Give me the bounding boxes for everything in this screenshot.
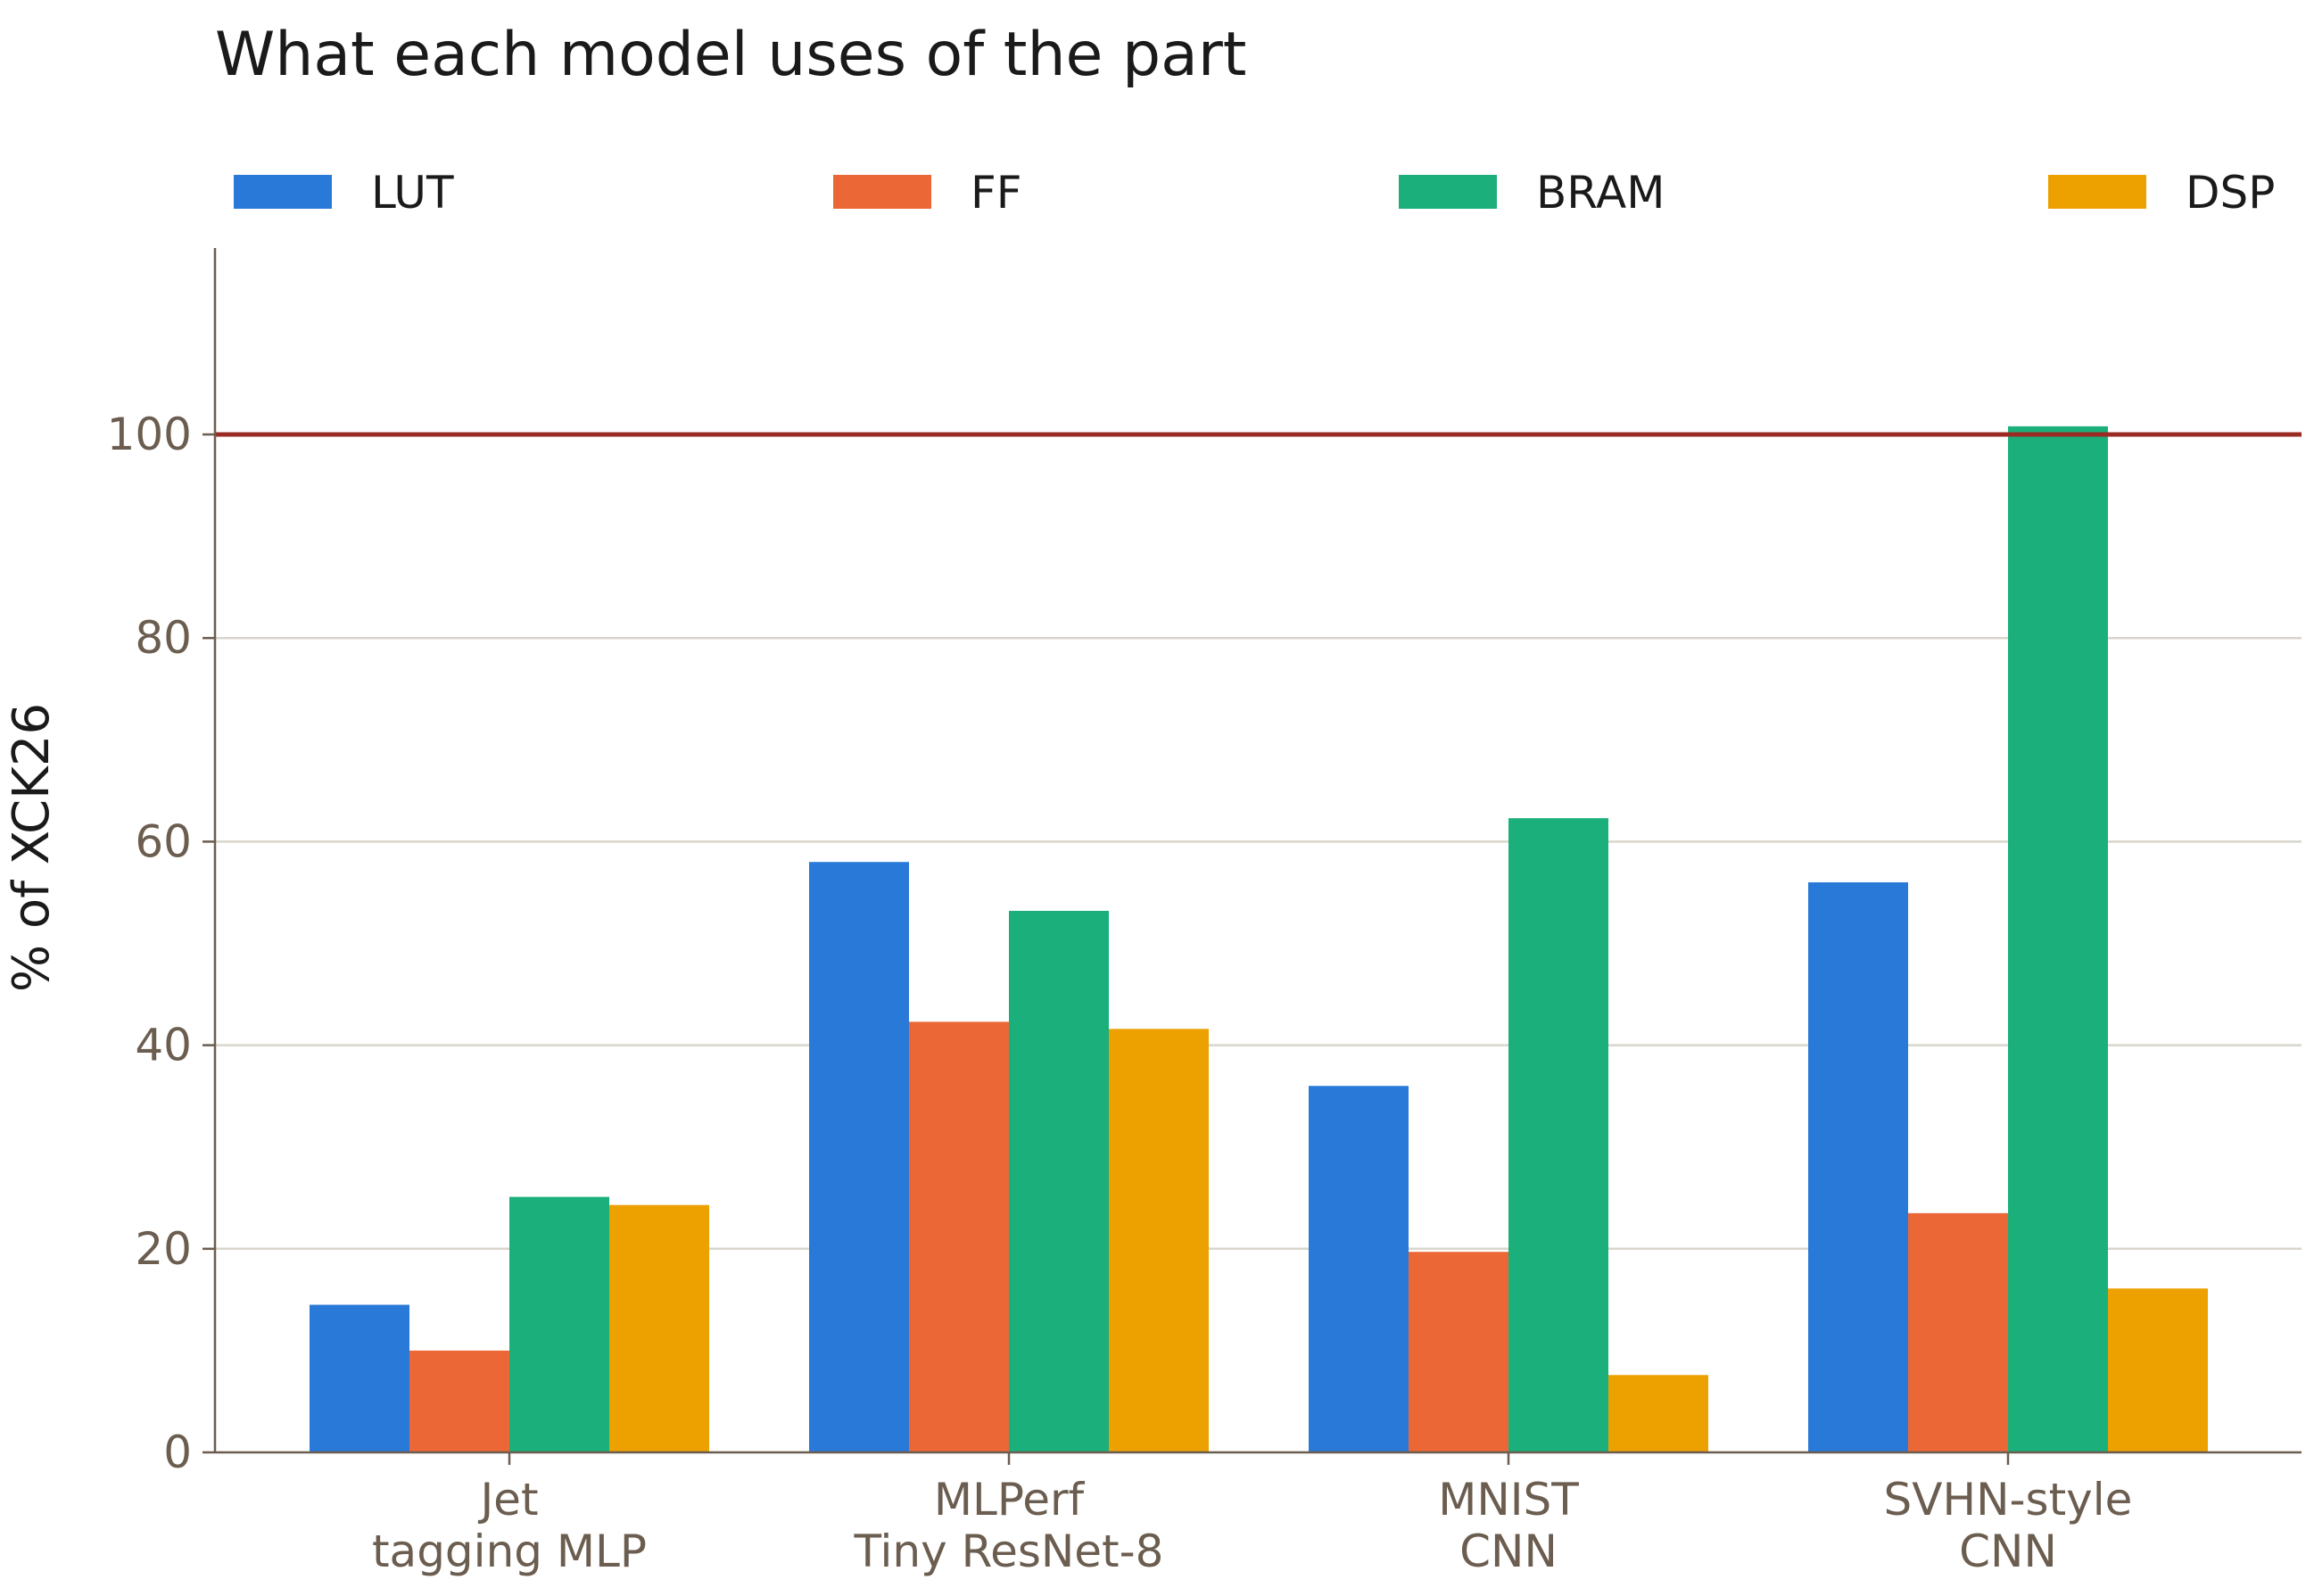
x-tick-labels: Jet tagging MLP MLPerf Tiny ResNet-8 MNIST CN… [372, 1474, 2132, 1577]
bar-ff [1908, 1212, 2008, 1452]
legend-label-ff: FF [971, 167, 1022, 219]
y-tick-label: 40 [135, 1020, 192, 1071]
y-tick-labels: 0 20 40 60 80 100 [107, 409, 192, 1478]
bars [310, 426, 2208, 1452]
bar-ff [1409, 1252, 1508, 1452]
chart-title: What each model uses of the part [215, 20, 1246, 90]
legend: LUT FF BRAM DSP [234, 167, 2275, 219]
bar-dsp [1109, 1029, 1209, 1452]
gridlines [215, 433, 2302, 1251]
bar-dsp [609, 1204, 709, 1452]
bar-bram [509, 1196, 609, 1452]
bar-ff [909, 1021, 1009, 1452]
y-tick-label: 0 [163, 1426, 192, 1478]
x-tick-label: MLPerf Tiny ResNet-8 [854, 1474, 1164, 1577]
y-tick-label: 20 [135, 1223, 192, 1275]
y-axis-label: % of XCK26 [3, 703, 61, 992]
legend-swatch-bram [1399, 175, 1497, 209]
y-tick-label: 60 [135, 815, 192, 867]
bar-dsp [1608, 1375, 1708, 1452]
bar-bram [1009, 910, 1109, 1452]
legend-label-lut: LUT [371, 167, 454, 219]
x-tick-label: SVHN-style CNN [1884, 1474, 2133, 1577]
legend-swatch-dsp [2048, 175, 2146, 209]
bar-ff [409, 1350, 509, 1452]
legend-swatch-lut [234, 175, 332, 209]
x-tick-label: MNIST CNN [1438, 1474, 1579, 1577]
bar-lut [809, 862, 909, 1452]
bar-lut [1309, 1086, 1409, 1452]
bar-dsp [2108, 1288, 2208, 1452]
x-tick-label: Jet tagging MLP [372, 1474, 647, 1577]
legend-label-dsp: DSP [2186, 167, 2275, 219]
bar-bram [2008, 426, 2108, 1452]
bar-bram [1508, 818, 1608, 1452]
y-tick-label: 100 [107, 409, 192, 460]
bar-lut [1808, 882, 1908, 1452]
legend-label-bram: BRAM [1536, 167, 1665, 219]
axes [202, 248, 2302, 1465]
y-tick-label: 80 [135, 612, 192, 664]
legend-swatch-ff [833, 175, 931, 209]
bar-lut [310, 1304, 409, 1452]
